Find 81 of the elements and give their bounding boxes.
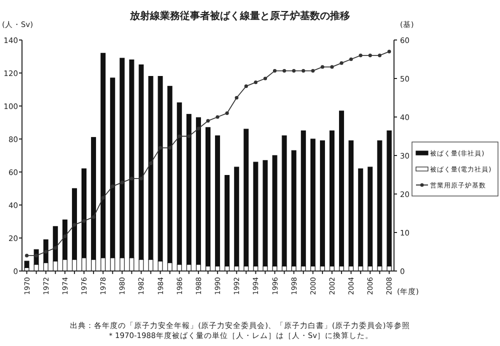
bar: [100, 52, 106, 258]
point: [272, 69, 277, 73]
point: [225, 111, 229, 115]
point: [244, 84, 248, 88]
point: [330, 65, 334, 69]
point: [340, 61, 344, 65]
bar: [262, 160, 268, 266]
bar: [386, 130, 392, 266]
point: [54, 246, 58, 250]
bar: [300, 130, 306, 266]
bar: [129, 258, 134, 272]
bar: [320, 140, 325, 266]
point: [263, 76, 268, 80]
bar: [272, 155, 278, 266]
bar: [291, 150, 296, 266]
point: [254, 80, 258, 84]
point: [24, 254, 29, 258]
bar: [253, 162, 258, 266]
point: [320, 65, 324, 69]
point: [282, 69, 286, 73]
point: [63, 234, 67, 238]
point: [302, 69, 306, 73]
bar: [91, 137, 96, 260]
bar: [224, 175, 230, 266]
bar: [24, 260, 30, 268]
point: [378, 54, 382, 58]
bar: [120, 258, 125, 272]
point: [158, 146, 162, 150]
point: [130, 176, 134, 180]
point: [358, 54, 362, 58]
point: [82, 219, 86, 223]
bar: [120, 58, 125, 258]
point: [187, 134, 191, 138]
bar: [158, 76, 163, 262]
point: [148, 161, 153, 165]
point: [72, 223, 76, 227]
bar: [215, 135, 220, 266]
point: [101, 196, 105, 200]
bar: [244, 128, 249, 266]
point: [206, 119, 210, 123]
point: [44, 250, 48, 254]
point: [92, 215, 96, 219]
bar: [186, 114, 192, 265]
bar: [100, 258, 106, 272]
bar: [82, 258, 86, 272]
bar: [110, 258, 116, 272]
bar: [82, 168, 86, 258]
point: [110, 184, 114, 188]
bar: [330, 130, 334, 266]
bar: [368, 166, 373, 266]
bar: [167, 86, 172, 264]
bar: [148, 76, 154, 260]
bar: [110, 78, 116, 258]
point: [387, 50, 392, 54]
point: [292, 69, 296, 73]
bar: [52, 226, 58, 262]
bar: [138, 64, 144, 260]
point: [368, 54, 372, 58]
point: [178, 134, 182, 138]
bar: [358, 168, 364, 266]
bar: [348, 140, 354, 266]
bar: [62, 220, 68, 260]
bar: [310, 138, 316, 266]
point: [234, 96, 238, 100]
point: [139, 176, 144, 180]
point: [196, 126, 200, 130]
point: [168, 146, 172, 150]
bar: [206, 127, 210, 266]
bar: [339, 110, 344, 266]
bar: [234, 166, 240, 266]
point: [120, 180, 124, 184]
bar: [72, 188, 77, 260]
bar: [377, 140, 382, 266]
bar: [129, 60, 134, 258]
point: [349, 57, 353, 62]
point: [216, 115, 220, 119]
bar: [282, 135, 287, 266]
bar: [176, 102, 182, 265]
point: [311, 69, 315, 73]
chart-title: 放射線業務従事者被ばく線量と原子炉基数の推移: [129, 10, 350, 22]
bar: [196, 117, 201, 265]
